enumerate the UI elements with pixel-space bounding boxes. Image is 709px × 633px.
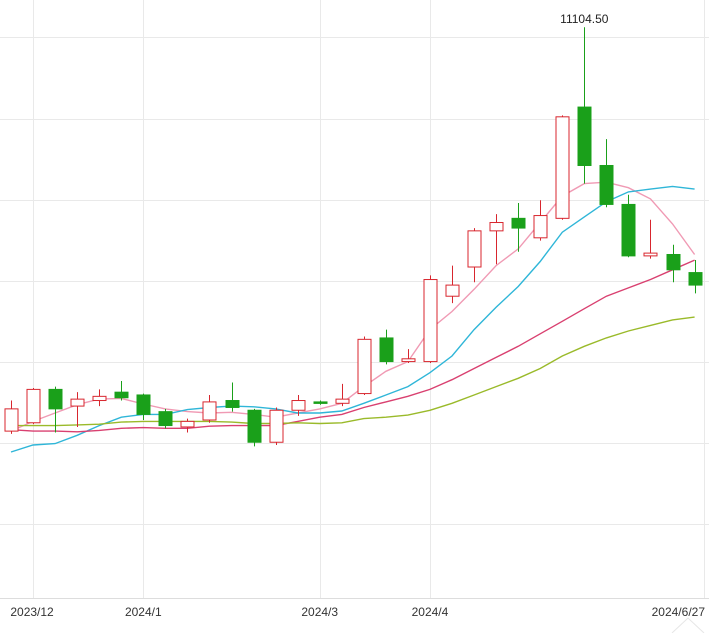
candle-body [158, 411, 173, 427]
candle-body [26, 388, 41, 424]
x-axis-labels: 2023/12 2024/1 2024/3 2024/4 2024/6/27 [10, 605, 705, 619]
candle-down [225, 382, 240, 412]
annotations: 11104.50 [560, 12, 609, 26]
candle-body [247, 409, 262, 443]
candle-body [555, 116, 570, 219]
candle-down [511, 203, 526, 252]
candle-up [401, 349, 416, 363]
moving-average-lines [10, 181, 696, 453]
candle-up [467, 228, 482, 283]
candle-body [489, 222, 504, 232]
candle-down [599, 139, 614, 208]
candle-body [621, 203, 636, 257]
candle-body [533, 215, 548, 239]
candle-body [511, 217, 526, 229]
candle-up [180, 418, 195, 433]
candle-body [202, 401, 217, 421]
candle-up [445, 265, 460, 304]
candle-body [269, 409, 284, 443]
candle-down [313, 400, 328, 405]
candle-body [357, 338, 372, 395]
candle-up [357, 336, 372, 395]
candle-down [247, 408, 262, 447]
candle-up [291, 394, 306, 416]
candle-body [666, 253, 681, 271]
candle-up [92, 389, 107, 407]
candle-up [269, 407, 284, 446]
candle-down [158, 408, 173, 429]
candle-up [26, 388, 41, 425]
candle-body [401, 358, 416, 363]
candle-up [489, 214, 504, 265]
grid [0, 0, 709, 599]
candle-body [688, 272, 703, 286]
x-tick-label: 2024/6/27 [652, 605, 706, 619]
candle-down [136, 393, 151, 420]
candle-body [335, 398, 350, 404]
x-tick-label: 2024/4 [412, 605, 449, 619]
candle-body [4, 408, 19, 432]
candle-up [4, 400, 19, 434]
candle-body [291, 400, 306, 411]
candle-up [335, 383, 350, 407]
candle-body [180, 420, 195, 428]
candle-up [423, 275, 438, 363]
corner-watermark [671, 617, 705, 633]
candle-down [688, 260, 703, 294]
candle-up [533, 200, 548, 241]
candle-body [114, 391, 129, 399]
candle-body [599, 164, 614, 205]
candle-down [114, 381, 129, 401]
candle-body [577, 106, 592, 166]
ma-line-2 [10, 185, 695, 453]
candle-body [467, 230, 482, 268]
candle-up [70, 392, 85, 427]
x-tick-label: 2024/3 [301, 605, 338, 619]
x-tick-label: 2024/1 [125, 605, 162, 619]
candle-body [445, 284, 460, 297]
candle-down [48, 386, 63, 433]
candle-body [92, 395, 107, 402]
candle-down [379, 329, 394, 365]
candle-down [621, 194, 636, 258]
candle-body [225, 400, 240, 408]
candle-body [136, 394, 151, 415]
candle-body [643, 252, 658, 257]
candle-down [577, 27, 592, 184]
candle-down [666, 244, 681, 283]
ma-line-1 [10, 181, 696, 432]
candle-body [379, 337, 394, 363]
candle-body [70, 398, 85, 407]
candle-body [423, 279, 438, 363]
candle-up [202, 394, 217, 423]
ma-line-4 [11, 316, 695, 427]
candle-up [555, 115, 570, 220]
candles [4, 27, 703, 447]
max-value-label: 11104.50 [560, 12, 609, 26]
candle-body [48, 388, 63, 410]
x-tick-label: 2023/12 [10, 605, 54, 619]
ma-line-3 [10, 259, 695, 433]
candle-body [313, 401, 328, 404]
candle-up [643, 219, 658, 259]
